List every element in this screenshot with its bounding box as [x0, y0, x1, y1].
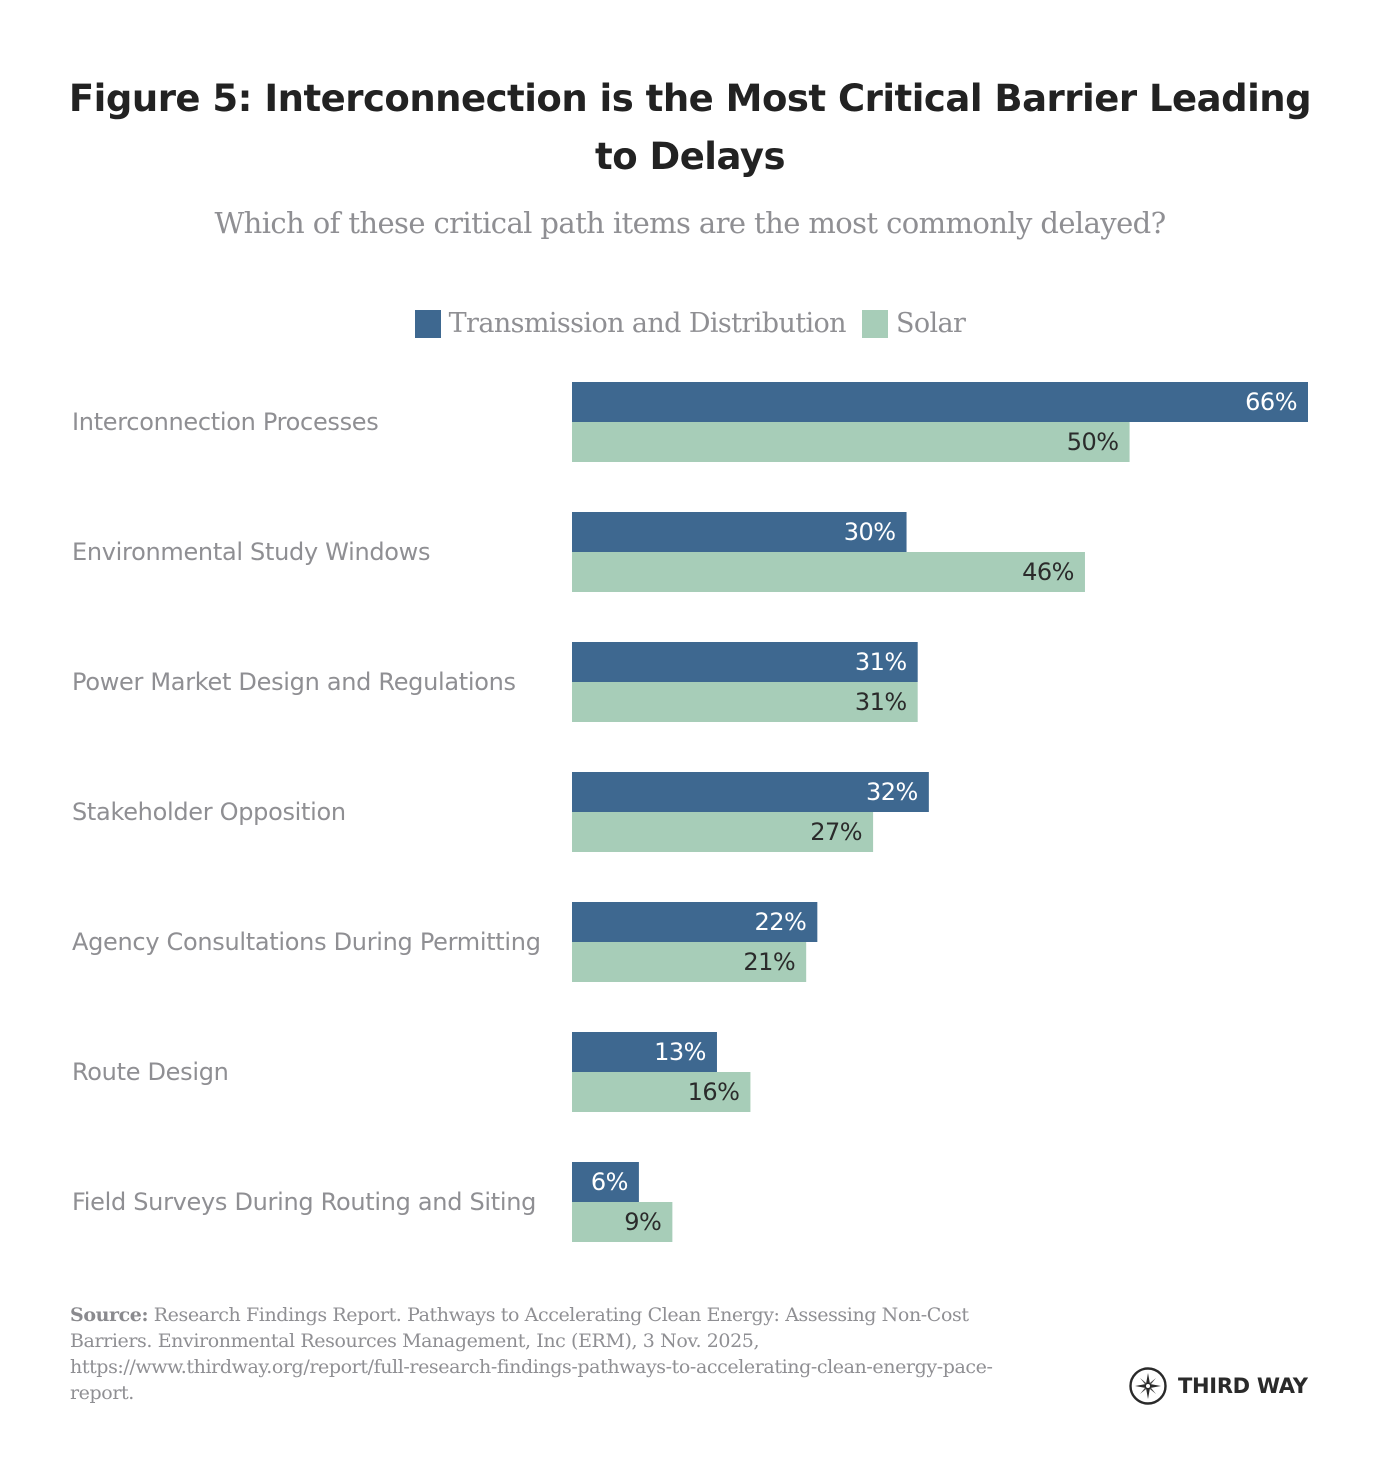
- data-label-solar: 31%: [855, 688, 907, 716]
- category-label: Route Design: [72, 1058, 229, 1086]
- category-label: Stakeholder Opposition: [72, 798, 346, 826]
- chart-title: Figure 5: Interconnection is the Most Cr…: [68, 77, 1312, 178]
- data-label-solar: 50%: [1067, 428, 1119, 456]
- bar-solar: [572, 422, 1130, 462]
- bar-transmission: [572, 902, 818, 942]
- category-label: Power Market Design and Regulations: [72, 668, 516, 696]
- data-label-solar: 16%: [688, 1078, 740, 1106]
- legend-swatch-transmission: [414, 309, 441, 338]
- data-label-transmission: 32%: [866, 778, 918, 806]
- source-label: Source:: [70, 1304, 149, 1326]
- data-label-solar: 46%: [1022, 558, 1074, 586]
- bar-transmission: [572, 642, 918, 682]
- bar-solar: [572, 552, 1085, 592]
- data-label-transmission: 31%: [855, 648, 907, 676]
- legend: Transmission and Distribution Solar: [0, 308, 1380, 339]
- category-label: Field Surveys During Routing and Siting: [72, 1188, 536, 1216]
- data-label-solar: 21%: [743, 948, 795, 976]
- data-label-transmission: 13%: [654, 1038, 706, 1066]
- bar-solar: [572, 1072, 751, 1112]
- source-note: Source: Research Findings Report. Pathwa…: [70, 1302, 1030, 1406]
- category-label: Agency Consultations During Permitting: [72, 928, 541, 956]
- legend-item-transmission: Transmission and Distribution: [414, 308, 847, 339]
- bar-transmission: [572, 772, 929, 812]
- source-text: Research Findings Report. Pathways to Ac…: [70, 1304, 993, 1404]
- chart-subtitle: Which of these critical path items are t…: [214, 206, 1166, 240]
- data-label-solar: 9%: [624, 1208, 661, 1236]
- bar-transmission: [572, 1032, 717, 1072]
- data-label-transmission: 30%: [844, 518, 896, 546]
- bar-transmission: [572, 512, 907, 552]
- bar-solar: [572, 812, 874, 852]
- bar-solar: [572, 682, 918, 722]
- third-way-logo: THIRD WAY: [1128, 1366, 1308, 1406]
- data-label-transmission: 22%: [754, 908, 806, 936]
- category-label: Environmental Study Windows: [72, 538, 430, 566]
- bar-transmission: [572, 1162, 639, 1202]
- bar-solar: [572, 942, 807, 982]
- legend-swatch-solar: [861, 309, 888, 338]
- data-label-solar: 27%: [810, 818, 862, 846]
- legend-label-transmission: Transmission and Distribution: [448, 308, 847, 339]
- data-label-transmission: 6%: [591, 1168, 628, 1196]
- category-label: Interconnection Processes: [72, 408, 378, 436]
- data-label-transmission: 66%: [1245, 388, 1297, 416]
- bar-transmission: [572, 382, 1308, 422]
- legend-item-solar: Solar: [861, 308, 966, 339]
- logo-text: THIRD WAY: [1178, 1374, 1308, 1398]
- compass-star-icon: [1129, 1367, 1167, 1405]
- legend-label-solar: Solar: [895, 308, 966, 339]
- bar-solar: [572, 1202, 673, 1242]
